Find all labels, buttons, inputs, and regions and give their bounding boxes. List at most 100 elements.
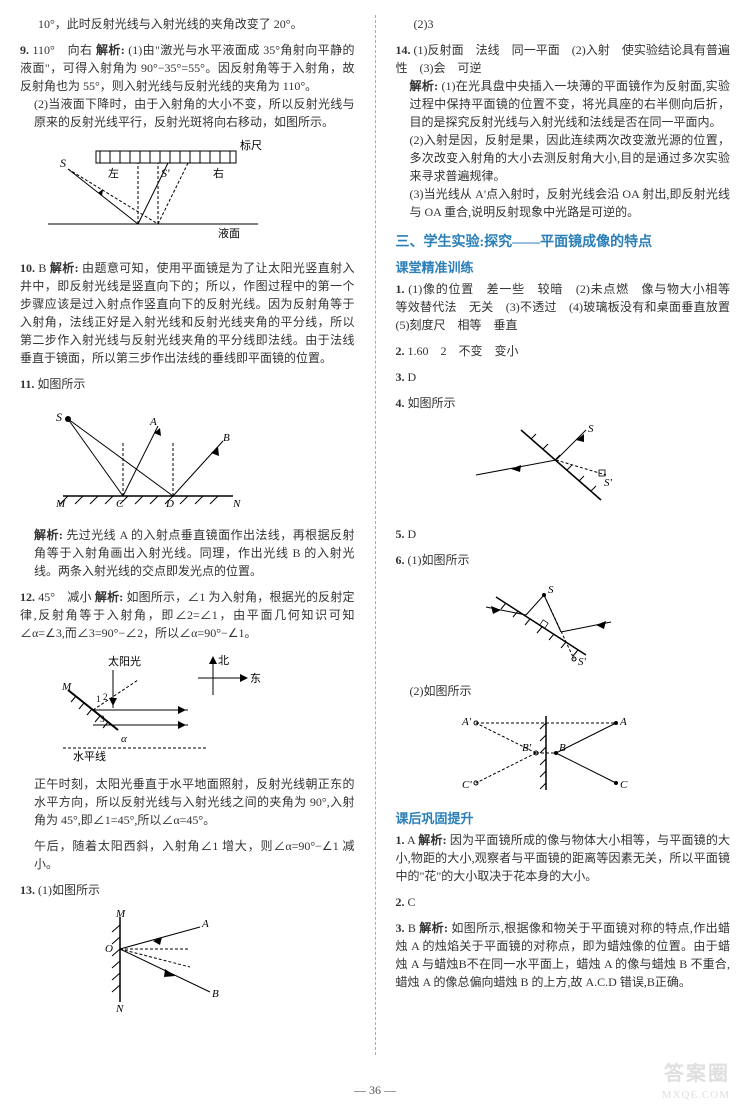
- svg-text:2: 2: [103, 692, 108, 702]
- label: A: [619, 716, 627, 728]
- text: D: [408, 527, 417, 541]
- page-number: — 36 —: [0, 1083, 750, 1098]
- label: 东: [250, 672, 261, 685]
- text: C: [408, 895, 416, 909]
- label: S: [588, 423, 594, 435]
- figure-reflection: S A B M C D N: [20, 401, 355, 520]
- label: 解析:: [419, 921, 448, 935]
- svg-text:3: 3: [100, 714, 105, 724]
- label: 解析:: [50, 261, 79, 275]
- label: C: [620, 779, 628, 791]
- question-14: 14. (1)反射面 法线 同一平面 (2)入射 使实验结论具有普遍性 (3)会…: [396, 41, 731, 221]
- label: A: [201, 918, 209, 930]
- label: 右: [213, 166, 224, 180]
- column-divider: [375, 15, 376, 1055]
- s1-q6a: 6. (1)如图所示: [396, 551, 731, 569]
- figure-ruler: 标尺 左 右 液面 S S': [20, 139, 355, 253]
- s1-q4: 4. 如图所示: [396, 394, 731, 412]
- label: B: [223, 432, 230, 444]
- label: 液面: [218, 226, 240, 240]
- q-num: 1.: [396, 833, 405, 847]
- right-column: (2)3 14. (1)反射面 法线 同一平面 (2)入射 使实验结论具有普遍性…: [396, 15, 731, 1055]
- text: (1)反射面 法线 同一平面 (2)入射 使实验结论具有普遍性 (3)会 可逆: [396, 43, 731, 75]
- label: 太阳光: [108, 654, 141, 668]
- sub-title: 课后巩固提升: [396, 808, 731, 827]
- label: 左: [108, 167, 119, 180]
- label: B': [522, 742, 532, 754]
- text: (1)像的位置 差一些 较暗 (2)未点燃 像与物大小相等 等效替代法 无关 (…: [396, 282, 743, 332]
- question-10: 10. B 解析: 由题意可知，使用平面镜是为了让太阳光竖直射入井中，即反射光线…: [20, 259, 355, 367]
- label: S': [161, 166, 170, 180]
- label: 解析:: [95, 590, 123, 604]
- text: (2)入射是因，反射是果，因此连续两次改变激光源的位置，多次改变入射角的大小去测…: [396, 131, 731, 185]
- label: 解析:: [410, 79, 439, 93]
- answer: B: [38, 261, 46, 275]
- text: 1.60 2 不变 变小: [408, 344, 519, 358]
- svg-text:1: 1: [96, 694, 101, 704]
- q-num: 13.: [20, 883, 35, 897]
- text: (1)在光具盘中央插入一块薄的平面镜作为反射面,实验过程中保持平面镜的位置不变，…: [410, 79, 731, 129]
- figure-6-1: S S': [396, 577, 731, 676]
- watermark-url: MXQE.COM: [662, 1089, 730, 1101]
- text: (3)当光线从 A'点入射时，反射光线会沿 OA 射出,即反射光线与 OA 重合…: [396, 185, 731, 221]
- answer: B: [408, 921, 416, 935]
- figure-compass: 太阳光 北 东 M 12 3 α 水: [20, 650, 355, 769]
- figure-6-2: A B C A' B' C': [396, 708, 731, 802]
- question-11: 11. 如图所示: [20, 375, 355, 393]
- s1-q3: 3. D: [396, 368, 731, 386]
- label: B: [559, 742, 566, 754]
- watermark: 答案圈: [664, 1057, 730, 1086]
- q-num: 14.: [396, 43, 411, 57]
- label: 北: [218, 654, 229, 667]
- answer: 45° 减小: [38, 590, 92, 604]
- left-column: 10°，此时反射光线与入射光线的夹角改变了 20°。 9. 110° 向右 解析…: [20, 15, 355, 1055]
- label: B: [212, 988, 219, 1000]
- s1-q6b: (2)如图所示: [396, 682, 731, 700]
- label: 水平线: [73, 749, 106, 763]
- label: S: [548, 584, 554, 596]
- answer: 110° 向右: [32, 43, 92, 57]
- question-13: 13. (1)如图所示: [20, 881, 355, 899]
- text: 如图所示: [408, 396, 456, 410]
- q-num: 11.: [20, 377, 34, 391]
- answer: A: [407, 833, 415, 847]
- label: M: [55, 498, 66, 510]
- label: S': [578, 656, 587, 668]
- q-num: 3.: [396, 921, 405, 935]
- s1-q1: 1. (1)像的位置 差一些 较暗 (2)未点燃 像与物大小相等 等效替代法 无…: [396, 280, 731, 334]
- label: D: [165, 498, 174, 510]
- label: O: [105, 943, 113, 955]
- label: N: [115, 1003, 124, 1015]
- q-num: 9.: [20, 43, 29, 57]
- label: S': [604, 477, 613, 489]
- text: 午后，随着太阳西斜，入射角∠1 增大，则∠α=90°−∠1 减小。: [20, 837, 355, 873]
- figure-mirror-image: S S': [396, 420, 731, 519]
- label: C': [462, 779, 472, 791]
- label: α: [121, 733, 127, 745]
- text: (1)如图所示: [38, 883, 100, 897]
- text: 先过光线 A 的入射点垂直镜面作出法线，再根据反射角等于入射角画出入射光线。同理…: [34, 528, 355, 578]
- s2-q1: 1. A 解析: 因为平面镜所成的像与物体大小相等，与平面镜的大小,物距的大小,…: [396, 831, 731, 885]
- label: 解析:: [96, 43, 125, 57]
- label: C: [116, 498, 124, 510]
- s1-q5: 5. D: [396, 525, 731, 543]
- label: A': [461, 716, 472, 728]
- text: 由题意可知，使用平面镜是为了让太阳光竖直射入井中，即反射光线是竖直向下的；所以，…: [20, 261, 355, 365]
- label: 标尺: [240, 139, 262, 152]
- label: M: [61, 681, 72, 693]
- label: S: [60, 156, 66, 170]
- q-num: 12.: [20, 590, 35, 604]
- q-num: 10.: [20, 261, 35, 275]
- s2-q3: 3. B 解析: 如图所示,根据像和物关于平面镜对称的特点,作出蜡烛 A 的烛焰…: [396, 919, 731, 991]
- label: 解析:: [418, 833, 446, 847]
- text: (1)如图所示: [408, 553, 470, 567]
- label: A: [149, 416, 157, 428]
- label: S: [56, 410, 62, 424]
- text: D: [408, 370, 417, 384]
- text: 正午时刻，太阳光垂直于水平地面照射，反射光线朝正东的水平方向，所以反射光线与入射…: [20, 775, 355, 829]
- label: 解析:: [34, 528, 63, 542]
- text: 如图所示: [37, 377, 85, 391]
- question-12: 12. 45° 减小 解析: 如图所示，∠1 为入射角，根据光的反射定律,反射角…: [20, 588, 355, 642]
- label: M: [115, 908, 126, 920]
- q11-analysis: 解析: 先过光线 A 的入射点垂直镜面作出法线，再根据反射角等于入射角画出入射光…: [20, 526, 355, 580]
